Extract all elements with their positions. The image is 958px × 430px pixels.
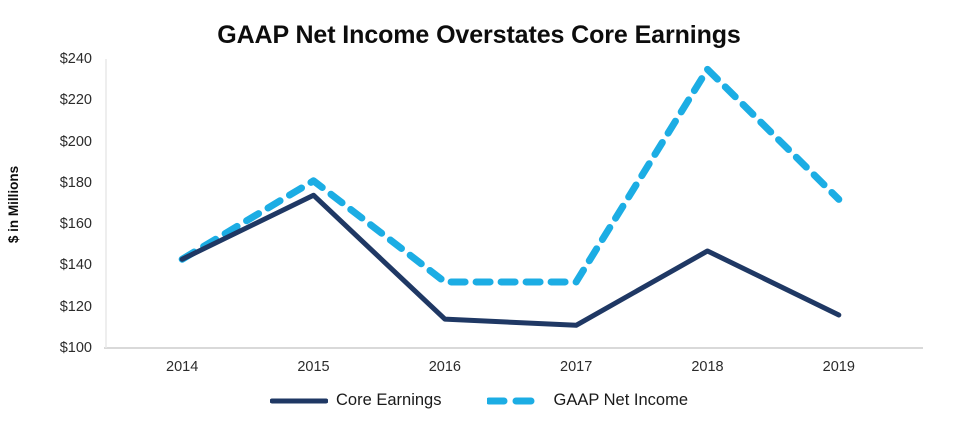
legend-swatch-solid-line-icon	[270, 398, 328, 403]
y-axis-tick-label: $240	[59, 51, 92, 67]
y-axis-tick-label: $220	[59, 92, 92, 109]
y-axis-tick-label: $140	[59, 257, 92, 274]
y-axis-tick-labels: $240 $220 $200 $180 $160 $140 $120 $100	[26, 0, 98, 430]
legend-item[interactable]: GAAP Net Income	[487, 391, 688, 410]
x-axis-tick-label: 2017	[560, 359, 593, 375]
y-axis-tick-label: $100	[59, 340, 92, 356]
y-axis-tick-label: $120	[59, 298, 92, 315]
y-axis-tick-label: $200	[59, 133, 92, 150]
legend-label: Core Earnings	[336, 391, 442, 409]
x-axis-tick-label: 2014	[166, 359, 199, 375]
legend-item[interactable]: Core Earnings	[270, 391, 441, 410]
x-axis-tick-label: 2016	[428, 359, 461, 375]
y-axis-tick-label: $180	[59, 174, 92, 191]
chart-title: GAAP Net Income Overstates Core Earnings	[217, 21, 741, 49]
legend-label: GAAP Net Income	[553, 391, 688, 409]
x-axis-tick-labels: 2014 2015 2016 2017 2018 2019	[0, 359, 958, 383]
y-axis-tick-label: $160	[59, 216, 92, 233]
x-axis-tick-label: 2018	[691, 359, 724, 375]
x-axis-tick-label: 2019	[822, 359, 855, 375]
series-line-gaap-net-income	[178, 65, 843, 286]
chart-legend: Core Earnings GAAP Net Income	[0, 391, 958, 410]
x-axis-tick-label: 2015	[297, 359, 330, 375]
series-line-core-earnings	[179, 192, 842, 328]
legend-swatch-dashed-line-icon	[487, 397, 546, 404]
